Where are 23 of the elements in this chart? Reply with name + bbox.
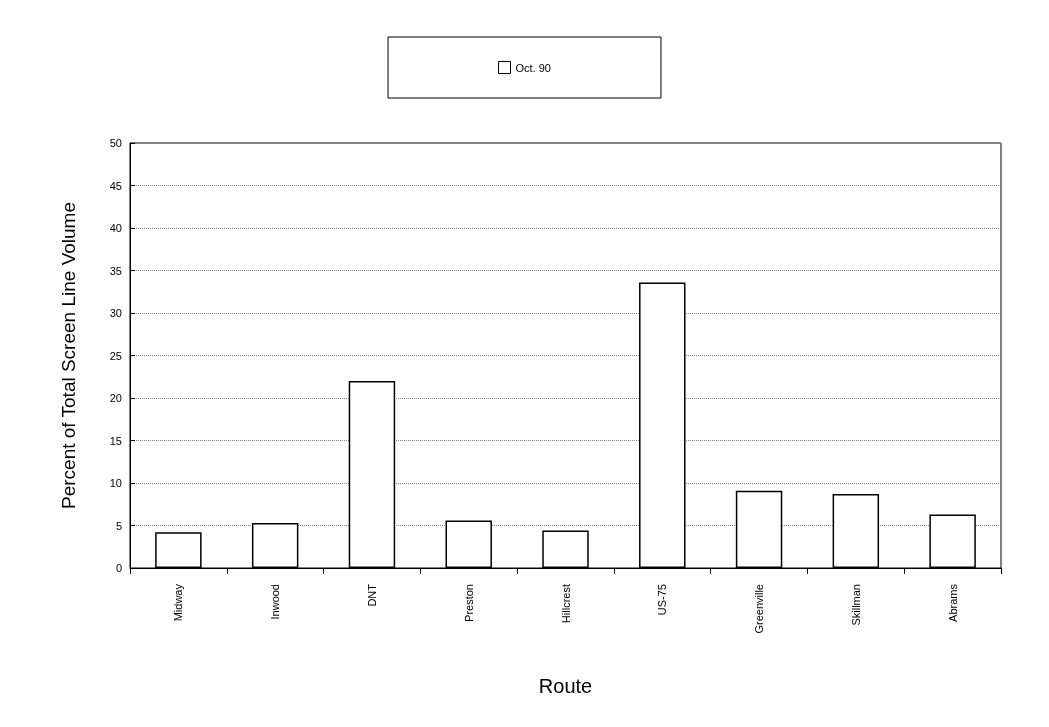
y-tick-label: 5 (115, 519, 122, 532)
y-tick-label: 10 (109, 477, 122, 489)
y-tick-label: 35 (109, 264, 122, 277)
x-tick-label: Hillcrest (559, 584, 572, 624)
y-tick-label: 15 (109, 434, 122, 447)
y-tick-label: 0 (115, 562, 122, 574)
y-axis-title: Percent of Total Screen Line Volume (58, 201, 79, 510)
legend-label: Oct. 90 (515, 61, 551, 74)
y-tick-label: 20 (109, 392, 122, 404)
x-tick-label: Greenville (753, 584, 766, 634)
x-tick-label: DNT (365, 583, 378, 607)
y-tick-label: 25 (109, 349, 122, 362)
x-tick-label: Abrams (946, 583, 959, 622)
x-tick-label: Inwood (269, 584, 282, 620)
x-axis-title: Route (538, 675, 593, 697)
x-tick-label: Skillman (849, 584, 862, 626)
y-tick-label: 30 (109, 307, 122, 319)
x-tick-label: Preston (462, 584, 475, 622)
y-tick-label: 40 (109, 222, 122, 234)
x-tick-label: Midway (172, 583, 185, 622)
x-tick-label: US-75 (656, 584, 669, 616)
y-tick-label: 45 (109, 179, 122, 192)
y-tick-label: 50 (109, 137, 122, 149)
